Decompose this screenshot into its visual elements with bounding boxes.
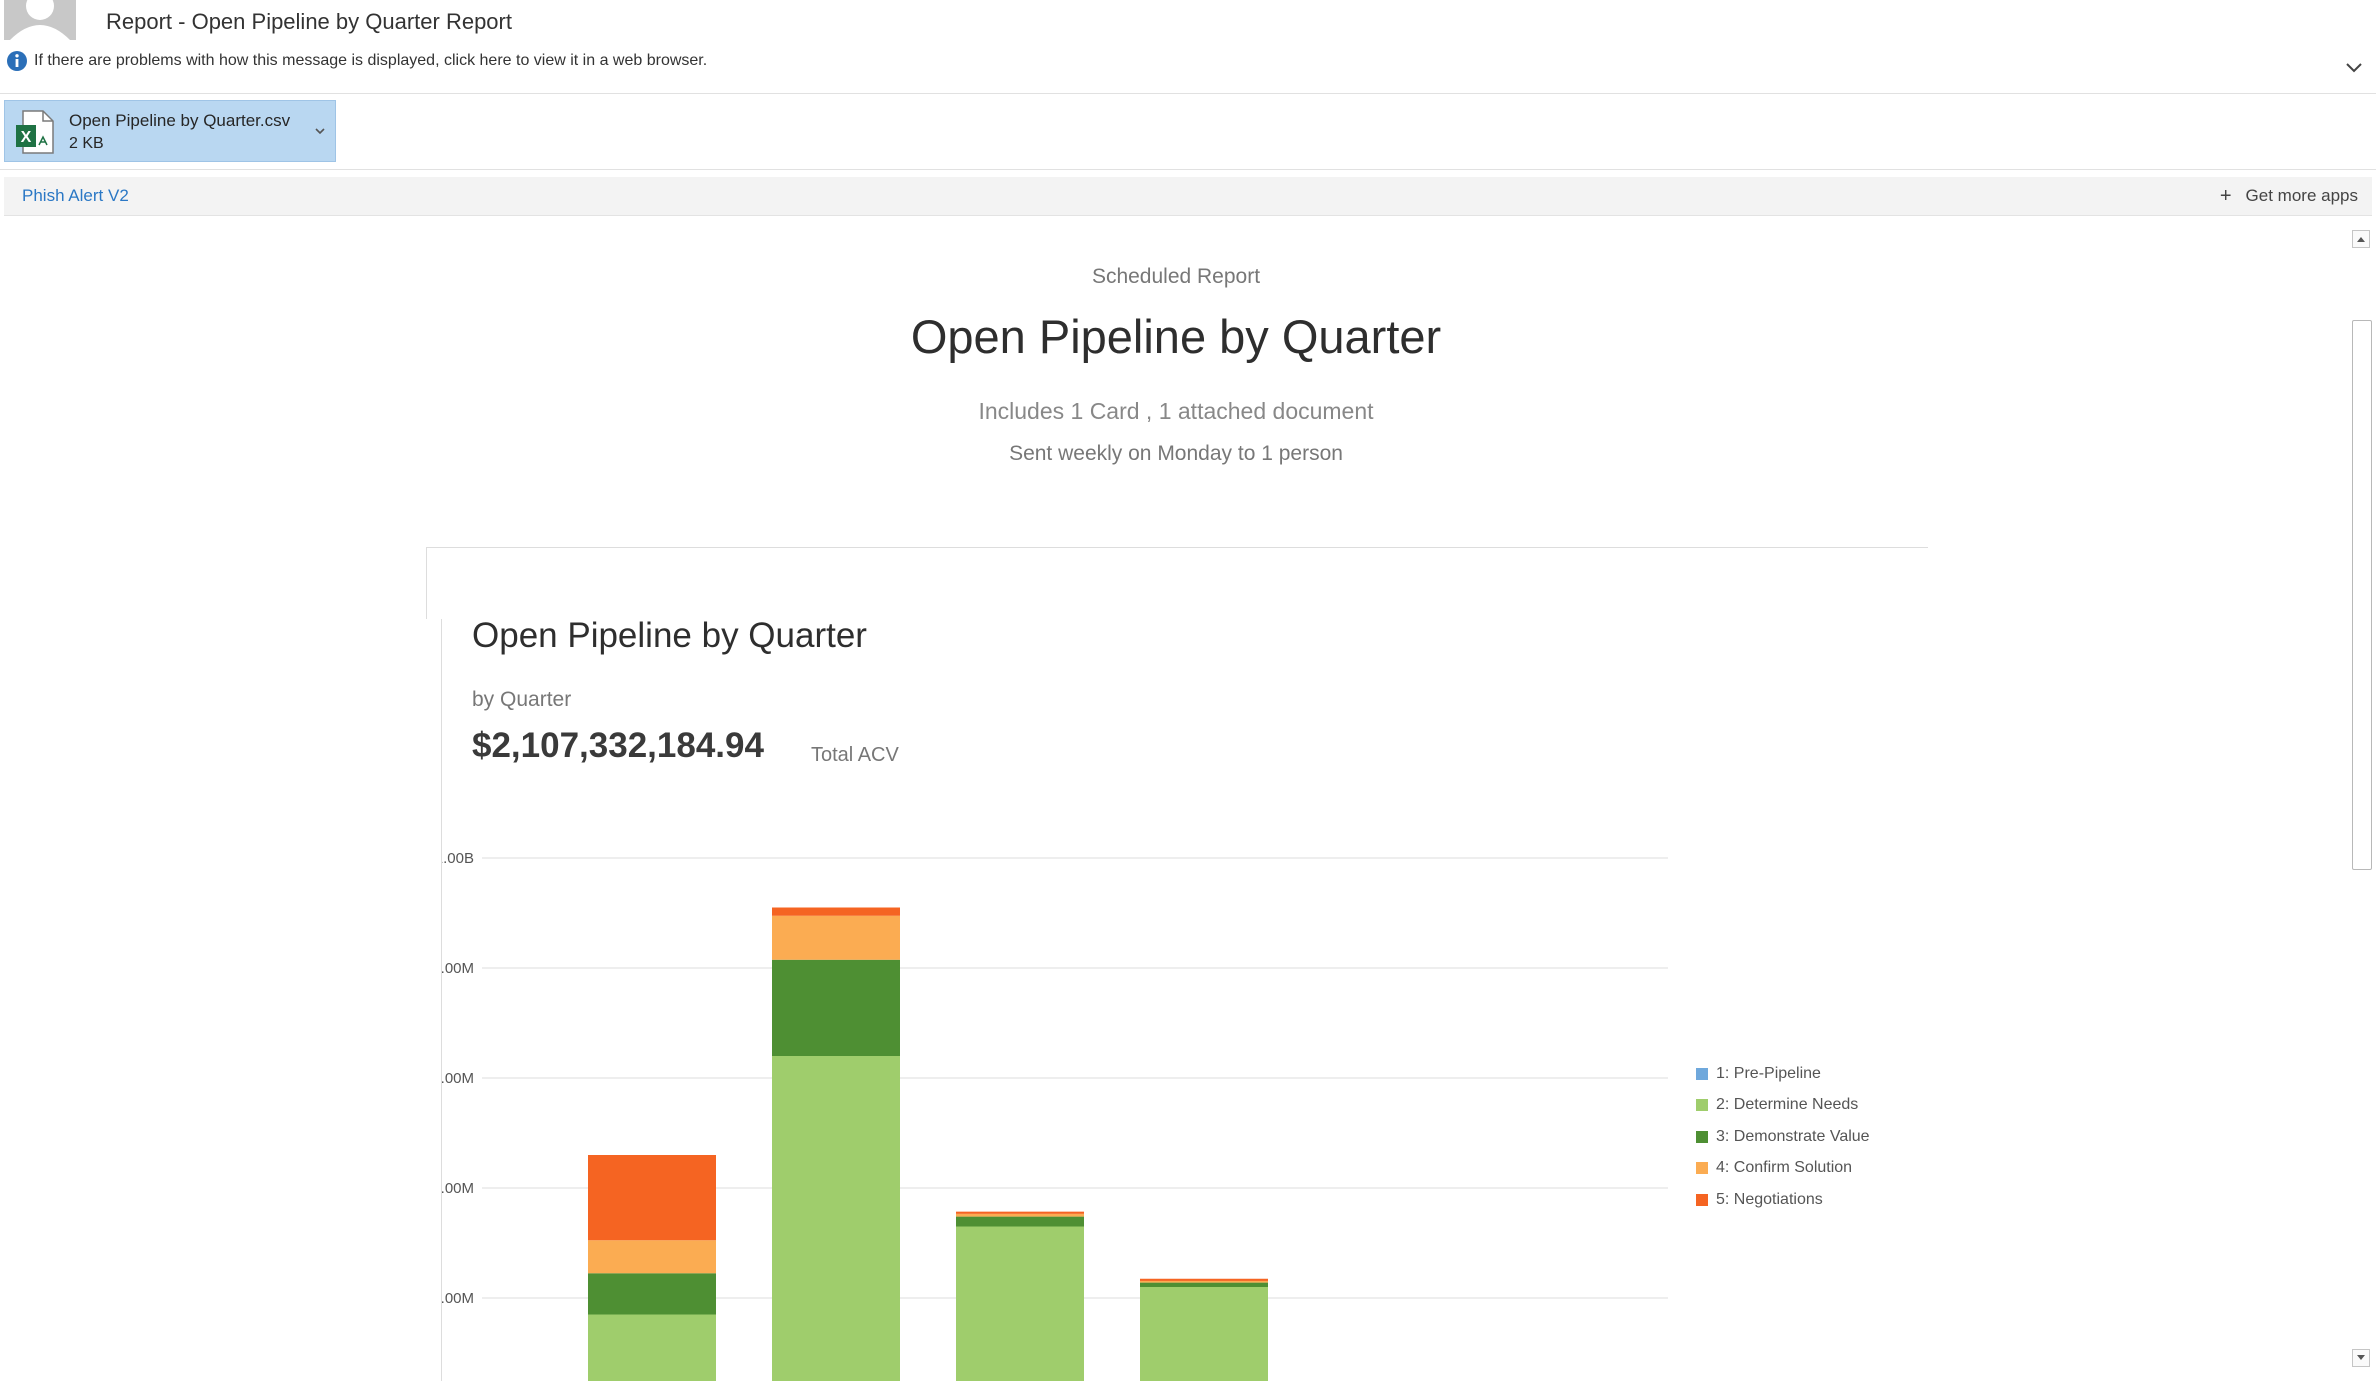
bar-segment[interactable] (772, 959, 900, 1056)
report-kicker: Scheduled Report (1091, 265, 1261, 288)
report-schedule: Sent weekly on Monday to 1 person (1009, 442, 1343, 465)
scroll-up-button[interactable] (2352, 230, 2370, 248)
bar-segment[interactable] (772, 907, 900, 916)
bar-segment[interactable] (956, 1211, 1084, 1214)
report-title: Open Pipeline by Quarter (910, 310, 1442, 363)
card-total-value: $2,107,332,184.94 (472, 726, 764, 765)
scroll-down-button[interactable] (2352, 1349, 2370, 1367)
bar-segment[interactable] (1140, 1282, 1268, 1287)
arrow-up-icon (2357, 237, 2365, 242)
legend-swatch (1696, 1067, 1708, 1080)
bar-segment[interactable] (1140, 1280, 1268, 1283)
infobar-text: If there are problems with how this mess… (34, 52, 708, 69)
legend-label: 3: Demonstrate Value (1716, 1127, 1870, 1145)
card-left-border (426, 547, 427, 619)
message-subject: Report - Open Pipeline by Quarter Report (106, 9, 512, 34)
chevron-down-icon[interactable] (2344, 60, 2364, 76)
legend-label: 4: Confirm Solution (1716, 1159, 1853, 1177)
y-tick-label: $200.00M (442, 1290, 474, 1307)
phish-alert-button[interactable]: Phish Alert V2 (22, 186, 129, 205)
bar-segment[interactable] (772, 1056, 900, 1381)
legend-item[interactable]: 2: Determine Needs (1696, 1090, 1870, 1122)
bar-segment[interactable] (588, 1240, 716, 1274)
svg-text:X: X (21, 129, 32, 146)
attachment-divider (0, 169, 2376, 170)
attachment-dropdown-icon[interactable] (315, 127, 325, 135)
legend-item[interactable]: 4: Confirm Solution (1696, 1153, 1870, 1185)
y-tick-label: $600.00M (442, 1070, 474, 1087)
bar-segment[interactable] (956, 1213, 1084, 1217)
chart-svg: $1.00B $800.00M $600.00M $400.00M $200.00M (442, 850, 1668, 1381)
bar-segment[interactable] (956, 1226, 1084, 1381)
card-total-label: Total ACV (811, 744, 899, 766)
vertical-scrollbar[interactable] (2346, 228, 2376, 1381)
bar-segment[interactable] (1140, 1287, 1268, 1381)
get-more-apps-button[interactable]: + Get more apps (2220, 186, 2358, 206)
attachment-filename: Open Pipeline by Quarter.csv (69, 111, 291, 130)
pipeline-chart: $1.00B $800.00M $600.00M $400.00M $200.00M (442, 830, 2342, 1381)
bar-segment[interactable] (772, 915, 900, 960)
excel-file-icon: X (16, 110, 54, 154)
header-divider (0, 93, 2376, 94)
card-inner-border (441, 619, 442, 1381)
card-subtitle: by Quarter (472, 688, 572, 711)
legend-swatch (1696, 1099, 1708, 1112)
bar-segment[interactable] (588, 1155, 716, 1241)
display-problem-infobar[interactable]: If there are problems with how this mess… (6, 49, 707, 73)
card-top-border (426, 547, 1928, 548)
add-in-bar: Phish Alert V2 + Get more apps (4, 177, 2372, 216)
attachment-size: 2 KB (69, 135, 104, 152)
legend-item[interactable]: 1: Pre-Pipeline (1696, 1058, 1870, 1090)
chart-legend: 1: Pre-Pipeline 2: Determine Needs 3: Demo… (1696, 1058, 1870, 1216)
legend-item[interactable]: 3: Demonstrate Value (1696, 1121, 1870, 1153)
y-tick-label: $400.00M (442, 1180, 474, 1197)
arrow-down-icon (2357, 1355, 2365, 1360)
legend-swatch (1696, 1193, 1708, 1206)
get-more-apps-label: Get more apps (2245, 186, 2358, 205)
card-title: Open Pipeline by Quarter (472, 616, 867, 655)
legend-swatch (1696, 1130, 1708, 1143)
bar-segment[interactable] (956, 1216, 1084, 1227)
bar-segment[interactable] (1140, 1278, 1268, 1281)
bar-segment[interactable] (588, 1273, 716, 1315)
attachment-tile[interactable]: X Open Pipeline by Quarter.csv 2 KB (4, 100, 336, 162)
legend-label: 1: Pre-Pipeline (1716, 1064, 1821, 1082)
report-includes: Includes 1 Card , 1 attached document (978, 398, 1374, 424)
legend-item[interactable]: 5: Negotiations (1696, 1184, 1870, 1216)
legend-label: 2: Determine Needs (1716, 1096, 1859, 1114)
legend-swatch (1696, 1162, 1708, 1175)
scroll-thumb[interactable] (2352, 320, 2372, 870)
message-header: Report - Open Pipeline by Quarter Report… (0, 0, 2376, 93)
bar-segment[interactable] (588, 1314, 716, 1381)
plus-icon: + (2219, 185, 2232, 207)
sender-avatar[interactable] (4, 0, 76, 40)
y-tick-label: $1.00B (442, 850, 474, 867)
info-icon (7, 51, 27, 71)
legend-label: 5: Negotiations (1716, 1190, 1823, 1208)
y-tick-label: $800.00M (442, 960, 474, 977)
